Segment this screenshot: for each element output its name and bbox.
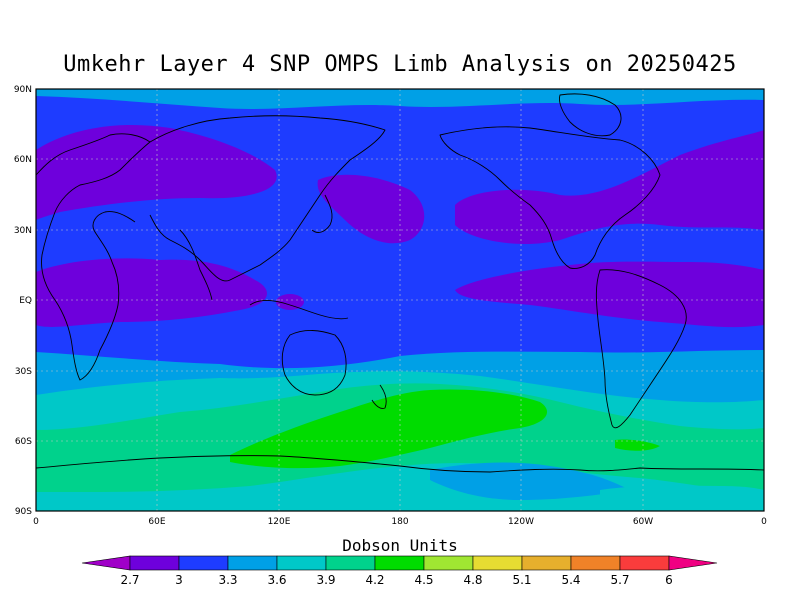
lat-label-90s: 90S — [15, 507, 32, 517]
lon-label-0-end: 0 — [761, 517, 767, 527]
colorbar-segment — [276, 555, 327, 571]
coastlines — [36, 93, 764, 473]
band-purple-tropics-africa-indian — [36, 258, 267, 327]
lon-label-60e: 60E — [148, 517, 165, 527]
coast-greenland — [559, 93, 622, 137]
colorbar-label: 4.5 — [414, 573, 433, 587]
coast-japan — [311, 194, 333, 233]
lat-label-60n: 60N — [14, 155, 32, 165]
lat-label-30s: 30S — [15, 367, 32, 377]
lat-label-60s: 60S — [15, 437, 32, 447]
colorbar-label: 4.2 — [365, 573, 384, 587]
colorbar-segment — [227, 555, 278, 571]
colorbar-right-arrow — [668, 555, 718, 571]
lon-label-60w: 60W — [633, 517, 653, 527]
colorbar-segment — [374, 555, 425, 571]
band-purple-n-pacific — [317, 174, 425, 244]
lon-label-180: 180 — [391, 517, 408, 527]
colorbar-label: 2.7 — [120, 573, 139, 587]
colorbar: 2.7 3 3.3 3.6 3.9 4.2 4.5 4.8 5.1 5.4 5.7 6 — [81, 555, 718, 587]
colorbar-left-arrow — [81, 555, 131, 571]
graticule — [36, 89, 764, 511]
lat-label-90n: 90N — [14, 85, 32, 95]
colorbar-label: 3.6 — [267, 573, 286, 587]
colorbar-segment — [521, 555, 572, 571]
colorbar-label: 5.7 — [610, 573, 629, 587]
band-purple-n-america-atlantic — [455, 130, 764, 245]
band-purple-n-atlantic-europe — [36, 124, 277, 220]
colorbar-label: 3 — [175, 573, 183, 587]
colorbar-segment — [570, 555, 621, 571]
colorbar-segment — [325, 555, 376, 571]
colorbar-segment — [178, 555, 229, 571]
map-frame — [35, 88, 765, 512]
band-purple-tropics-americas — [455, 261, 764, 328]
colorbar-title: Dobson Units — [342, 536, 458, 555]
colorbar-label: 4.8 — [463, 573, 482, 587]
band-purple-indonesia — [276, 294, 304, 310]
colorbar-segment — [619, 555, 670, 571]
colorbar-label: 3.3 — [218, 573, 237, 587]
chart-title: Umkehr Layer 4 SNP OMPS Limb Analysis on… — [63, 52, 737, 77]
coast-new-zealand — [371, 384, 387, 409]
colorbar-label: 5.4 — [561, 573, 580, 587]
coast-india — [179, 229, 213, 301]
coast-africa-europe — [36, 133, 151, 381]
coast-north-america — [439, 126, 661, 269]
colorbar-label: 5.1 — [512, 573, 531, 587]
colorbar-segment — [423, 555, 474, 571]
lat-labels: 90N 60N 30N EQ 30S 60S 90S — [14, 85, 32, 517]
lon-labels: 0 60E 120E 180 120W 60W 0 — [33, 517, 767, 527]
colorbar-label: 6 — [665, 573, 673, 587]
band-southern-green-4.2 — [230, 389, 548, 469]
coast-australia — [281, 330, 347, 396]
lon-label-120e: 120E — [268, 517, 291, 527]
colorbar-segment — [129, 555, 180, 571]
lat-label-30n: 30N — [14, 226, 32, 236]
lon-label-120w: 120W — [508, 517, 534, 527]
coast-antarctica — [36, 455, 764, 473]
lat-label-eq: EQ — [19, 296, 32, 306]
coast-south-america — [595, 269, 687, 429]
coast-indonesia — [249, 300, 349, 320]
coast-asia — [149, 115, 386, 282]
colorbar-segment — [472, 555, 523, 571]
colorbar-label: 3.9 — [316, 573, 335, 587]
band-southern-green-tip — [615, 439, 660, 451]
lon-label-0: 0 — [33, 517, 39, 527]
band-antarctic-cyan-right — [600, 485, 764, 511]
